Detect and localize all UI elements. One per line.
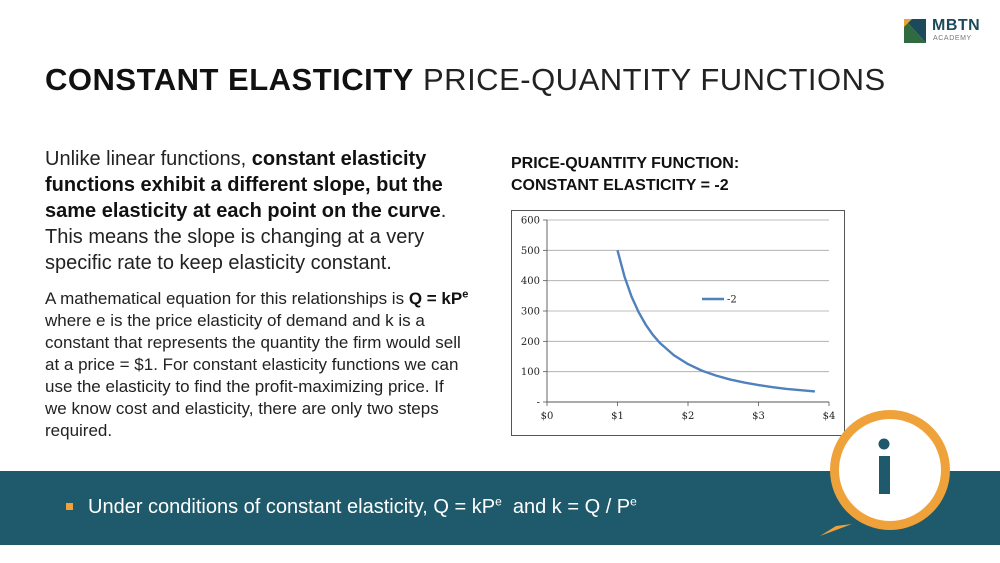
title-light-part: PRICE-QUANTITY FUNCTIONS (423, 62, 886, 97)
y-tick-label: 200 (521, 337, 540, 348)
intro-text-2: . This means the slope is changing at a … (45, 200, 447, 274)
y-tick-label: 600 (521, 216, 540, 227)
intro-text-1: Unlike linear functions, (45, 148, 252, 170)
intro-bold-text: constant elasticity functions exhibit a … (45, 148, 443, 222)
summary-text-1: Under conditions of constant elasticity,… (88, 496, 496, 518)
y-tick-labels: - 100 200 300 400 500 600 (521, 216, 540, 409)
y-tick-label: 100 (521, 367, 540, 378)
chart-heading: PRICE-QUANTITY FUNCTION: CONSTANT ELASTI… (511, 153, 739, 197)
summary-exponent-1: e (495, 494, 502, 509)
legend-label: -2 (727, 295, 737, 306)
summary-text-2: and k = Q / P (501, 496, 631, 518)
summary-text: Under conditions of constant elasticity,… (88, 494, 637, 519)
x-tick-label: $4 (823, 411, 836, 422)
chart-series (616, 250, 816, 393)
price-quantity-chart: - 100 200 300 400 500 600 $0 $1 $2 $3 $4 -2 (521, 216, 836, 423)
chart-axes (543, 219, 830, 406)
equation-text-1: A mathematical equation for this relatio… (45, 289, 409, 308)
equation-formula: Q = kPe (409, 289, 469, 308)
summary-exponent-2: e (630, 494, 637, 509)
logo: MBTN ACADEMY (904, 17, 988, 47)
intro-paragraph: Unlike linear functions, constant elasti… (45, 146, 465, 276)
equation-base: Q = kP (408, 289, 463, 308)
x-tick-label: $1 (611, 411, 624, 422)
logo-subtitle: ACADEMY (933, 35, 972, 42)
chart-heading-line2: CONSTANT ELASTICITY = -2 (511, 177, 729, 194)
y-tick-label: 300 (521, 307, 540, 318)
y-tick-label: 500 (521, 246, 540, 257)
x-tick-label: $0 (541, 411, 554, 422)
x-tick-labels: $0 $1 $2 $3 $4 (541, 411, 836, 422)
page-title: CONSTANT ELASTICITY PRICE-QUANTITY FUNCT… (45, 62, 886, 98)
title-bold-part: CONSTANT ELASTICITY (45, 62, 414, 97)
y-tick-label: 400 (521, 276, 540, 287)
x-tick-label: $2 (682, 411, 695, 422)
info-icon: i (820, 410, 950, 536)
y-tick-label: - (537, 398, 540, 409)
equation-exponent: e (462, 288, 469, 301)
chart-heading-line1: PRICE-QUANTITY FUNCTION: (511, 155, 740, 172)
logo-mark-icon (904, 19, 926, 43)
chart-grid (547, 219, 829, 373)
logo-name: MBTN (932, 17, 981, 34)
bullet-icon (66, 503, 73, 510)
x-tick-label: $3 (752, 411, 765, 422)
chart-legend: -2 (702, 295, 737, 306)
equation-text-2: where e is the price elasticity of deman… (45, 311, 461, 440)
chart-container: - 100 200 300 400 500 600 $0 $1 $2 $3 $4 -2 (511, 210, 845, 436)
equation-paragraph: A mathematical equation for this relatio… (45, 288, 470, 442)
series-line (616, 250, 816, 393)
